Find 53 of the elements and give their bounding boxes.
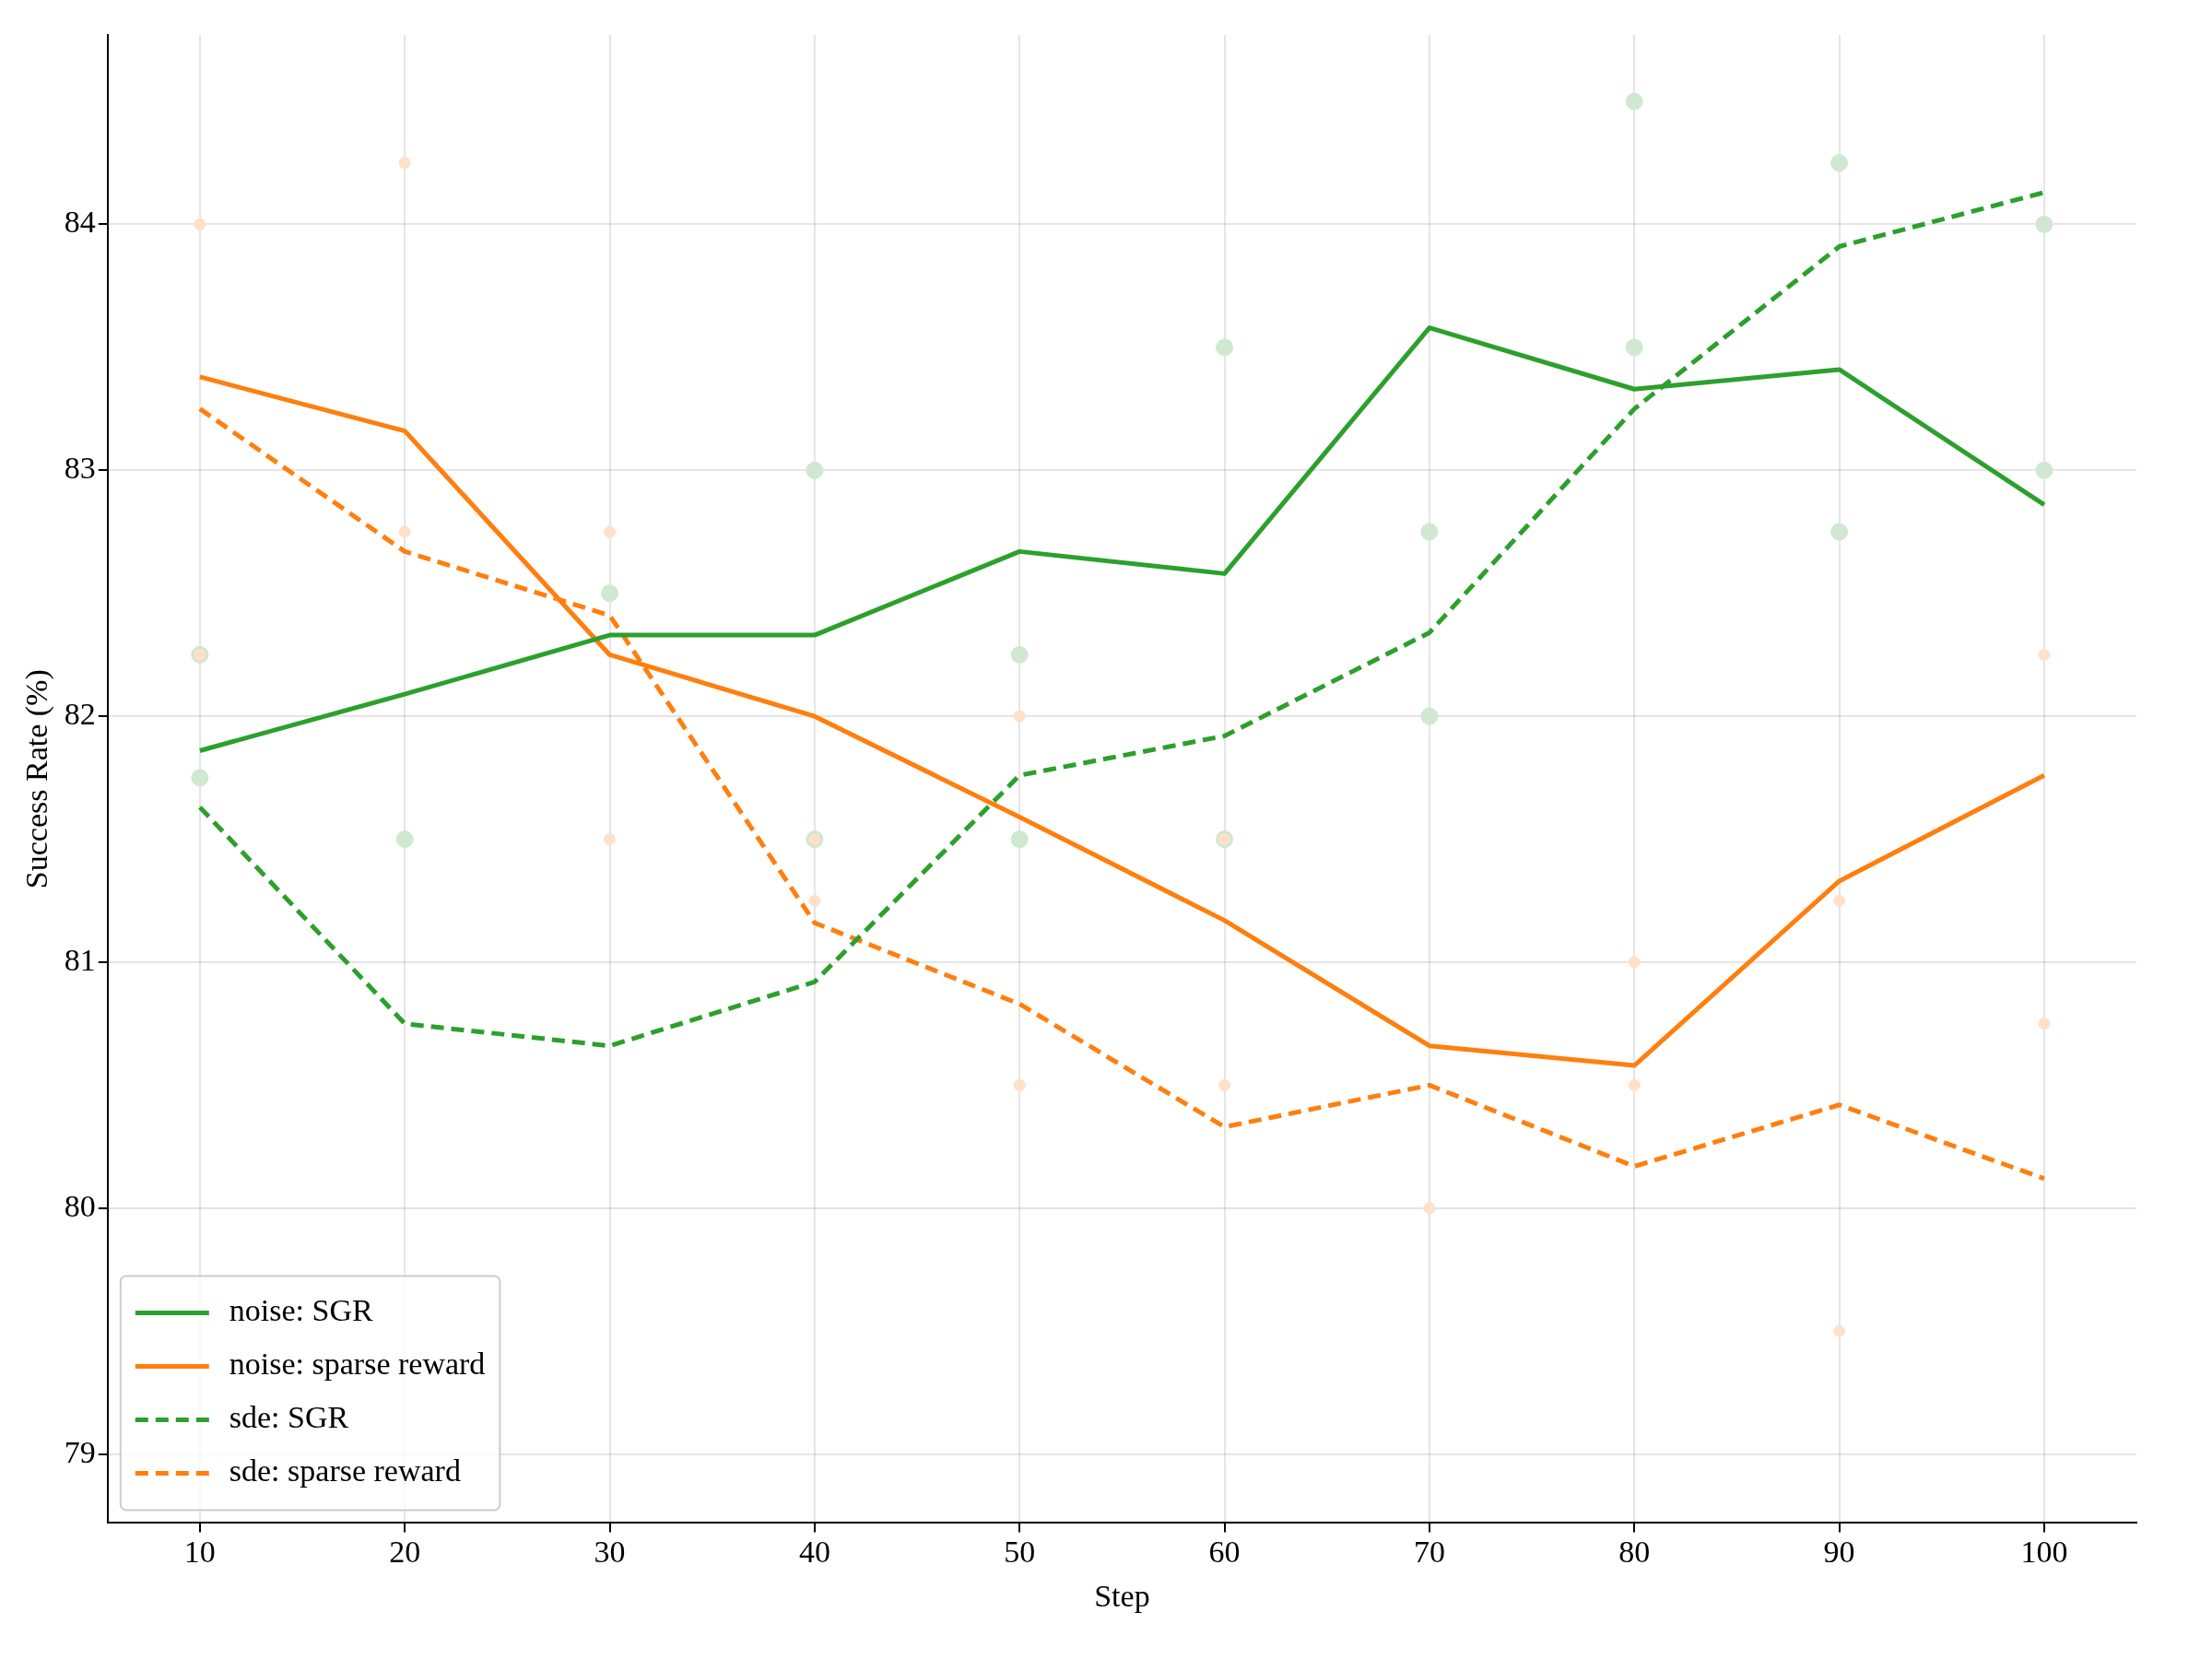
y-tick-label: 83 (64, 451, 96, 486)
point (1625, 338, 1643, 357)
point (2038, 648, 2051, 661)
x-tick-label: 100 (2020, 1534, 2068, 1569)
point (2038, 1018, 2051, 1030)
y-tick-label: 80 (64, 1188, 96, 1223)
x-tick-label: 60 (1208, 1534, 1241, 1569)
point (1625, 92, 1643, 111)
point (1010, 830, 1029, 849)
point (191, 769, 209, 787)
point (1010, 645, 1029, 664)
y-tick-label: 82 (64, 697, 96, 732)
x-tick-label: 20 (389, 1534, 421, 1569)
x-tick-label: 30 (594, 1534, 626, 1569)
x-axis-title: Step (1094, 1578, 1150, 1613)
legend-label: sde: sparse reward (229, 1453, 461, 1488)
point (1830, 523, 1849, 541)
point (1833, 1324, 1846, 1337)
point (808, 894, 821, 907)
legend-label: noise: SGR (229, 1293, 373, 1328)
legend-label: sde: SGR (229, 1400, 349, 1435)
point (1216, 338, 1234, 357)
point (1218, 1078, 1231, 1091)
x-tick-label: 40 (798, 1534, 830, 1569)
point (1423, 1202, 1436, 1215)
point (395, 830, 414, 849)
point (194, 218, 206, 230)
y-tick-label: 81 (64, 942, 96, 977)
y-tick-label: 84 (64, 205, 96, 240)
point (1833, 894, 1846, 907)
point (398, 525, 411, 538)
point (604, 525, 617, 538)
point (1013, 710, 1026, 723)
point (1628, 1078, 1641, 1091)
x-tick-label: 90 (1823, 1534, 1855, 1569)
point (806, 461, 824, 479)
x-tick-label: 50 (1004, 1534, 1036, 1569)
y-tick-label: 79 (64, 1434, 96, 1469)
point (2035, 461, 2053, 479)
point (1420, 707, 1439, 725)
point (601, 584, 619, 603)
x-tick-label: 80 (1618, 1534, 1651, 1569)
y-axis-title: Success Rate (%) (19, 669, 55, 889)
legend-label: noise: sparse reward (229, 1347, 486, 1382)
point (1013, 1078, 1026, 1091)
x-tick-label: 10 (183, 1534, 216, 1569)
x-tick-label: 70 (1413, 1534, 1445, 1569)
point (1420, 523, 1439, 541)
point (1628, 956, 1641, 969)
point (398, 157, 411, 170)
point (2035, 215, 2053, 233)
point (1830, 154, 1849, 172)
point (604, 833, 617, 846)
